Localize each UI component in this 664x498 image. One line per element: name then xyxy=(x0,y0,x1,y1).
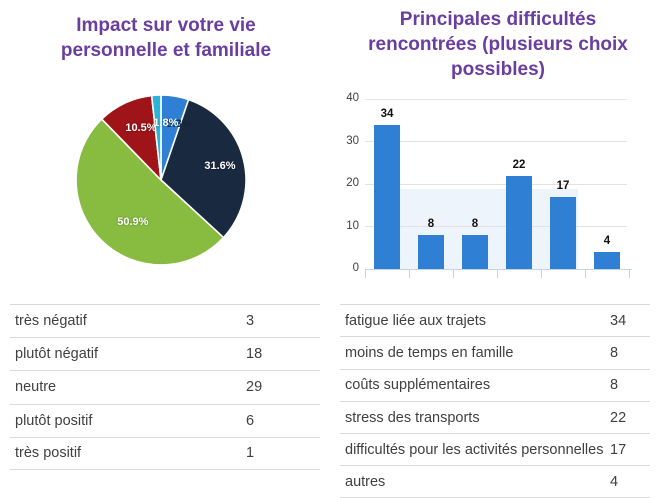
bar-fatigue-liee-aux-trajets xyxy=(374,124,400,269)
table-row-plutot-positif: plutôt positif 6 xyxy=(10,403,320,437)
bar-value-label-stress-des-transports: 22 xyxy=(512,158,526,171)
bar-value-label-couts-supplementaires: 8 xyxy=(471,218,479,230)
table-row-fatigue-liee-aux-trajets: fatigue liée aux trajets 34 xyxy=(340,304,650,336)
gridline-40 xyxy=(365,98,627,100)
table-row-couts-supplementaires: coûts supplémentaires 8 xyxy=(340,368,650,401)
bar-autres xyxy=(594,252,620,269)
row-label: fatigue liée aux trajets xyxy=(345,312,487,329)
gridline-30 xyxy=(365,141,627,142)
bar-chart-section: Principales difficultés rencontrées (plu… xyxy=(332,0,664,498)
x-axis xyxy=(365,269,632,270)
pie-percent-label-tres-negatif: 5.3% xyxy=(166,118,192,131)
row-value: 4 xyxy=(610,473,619,490)
row-value: 18 xyxy=(246,346,263,363)
impact-results-table: très négatif 3 plutôt négatif 18 neutre 29 plu… xyxy=(10,304,320,470)
pie-percent-label-plutot-negatif: 31.6% xyxy=(204,159,236,172)
bar-stress-des-transports xyxy=(506,175,532,269)
y-axis-label-10: 10 xyxy=(346,219,359,232)
x-axis-tick xyxy=(365,269,366,278)
row-value: 8 xyxy=(610,344,619,361)
row-value: 17 xyxy=(610,441,627,458)
bar-moins-de-temps-en-famille xyxy=(418,235,444,269)
row-value: 29 xyxy=(246,379,263,396)
row-label: difficultés pour les activités personnel… xyxy=(345,441,604,458)
row-value: 6 xyxy=(246,412,255,429)
y-axis-label-30: 30 xyxy=(346,134,359,147)
y-axis-label-40: 40 xyxy=(346,92,359,104)
bar-value-label-autres: 4 xyxy=(603,235,611,247)
table-row-neutre: neutre 29 xyxy=(10,370,320,403)
row-value: 22 xyxy=(610,409,627,426)
bar-chart: 0 10 20 30 40 34 8 8 22 17 4 xyxy=(346,92,632,278)
table-row-difficultes-pour-les-activites-personnelles: difficultés pour les activités personnel… xyxy=(340,433,650,465)
row-label: plutôt positif xyxy=(15,412,93,429)
row-label: autres xyxy=(345,473,386,490)
table-row-autres: autres 4 xyxy=(340,465,650,498)
bar-value-label-fatigue-liee-aux-trajets: 34 xyxy=(380,107,394,120)
x-axis-tick xyxy=(409,269,410,278)
row-value: 3 xyxy=(246,313,255,330)
pie-chart-title: Impact sur votre vie personnelle et fami… xyxy=(60,15,272,61)
row-label: coûts supplémentaires xyxy=(345,377,491,394)
row-label: plutôt négatif xyxy=(15,346,99,363)
gridline-10 xyxy=(365,226,627,227)
x-axis-tick xyxy=(629,269,630,278)
difficulties-results-table: fatigue liée aux trajets 34 moins de temps… xyxy=(340,304,650,498)
pie-chart: 5.3% 31.6% 50.9% 10.5% 1.8% xyxy=(73,92,249,268)
x-axis-tick xyxy=(541,269,542,278)
table-row-tres-negatif: très négatif 3 xyxy=(10,304,320,337)
bar-difficultes-pour-les-activites-personnelles xyxy=(550,196,576,269)
row-value: 34 xyxy=(610,312,627,329)
bar-value-label-difficultes-pour-les-activites-personnelles: 17 xyxy=(556,179,570,192)
x-axis-tick xyxy=(497,269,498,278)
pie-chart-section: Impact sur votre vie personnelle et fami… xyxy=(10,15,320,470)
bar-couts-supplementaires xyxy=(462,235,488,269)
x-axis-tick xyxy=(453,269,454,278)
pie-slice-plutot-negatif xyxy=(160,98,247,239)
pie-percent-label-tres-positif: 1.8% xyxy=(153,116,179,129)
pie-chart-svg xyxy=(75,94,247,266)
row-label: stress des transports xyxy=(345,409,480,426)
table-row-tres-positif: très positif 1 xyxy=(10,436,320,470)
row-value: 1 xyxy=(246,445,255,462)
gridline-20 xyxy=(365,183,627,185)
y-axis-label-0: 0 xyxy=(352,262,359,274)
table-row-stress-des-transports: stress des transports 22 xyxy=(340,400,650,433)
pie-slice-tres-positif xyxy=(150,94,162,181)
pie-slice-neutre xyxy=(75,117,225,266)
row-label: très positif xyxy=(15,445,82,462)
bar-chart-title: Principales difficultés rencontrées (plu… xyxy=(368,9,628,80)
bar-value-label-moins-de-temps-en-famille: 8 xyxy=(427,218,435,230)
pie-percent-label-plutot-positif: 10.5% xyxy=(125,122,157,135)
pie-percent-label-neutre: 50.9% xyxy=(117,215,149,228)
row-label: neutre xyxy=(15,379,57,396)
row-label: très négatif xyxy=(15,313,87,330)
table-row-plutot-negatif: plutôt négatif 18 xyxy=(10,337,320,370)
table-row-moins-de-temps-en-famille: moins de temps en famille 8 xyxy=(340,336,650,368)
y-axis-label-20: 20 xyxy=(346,177,359,189)
row-value: 8 xyxy=(610,377,619,394)
x-axis-tick xyxy=(585,269,586,278)
row-label: moins de temps en famille xyxy=(345,344,514,361)
